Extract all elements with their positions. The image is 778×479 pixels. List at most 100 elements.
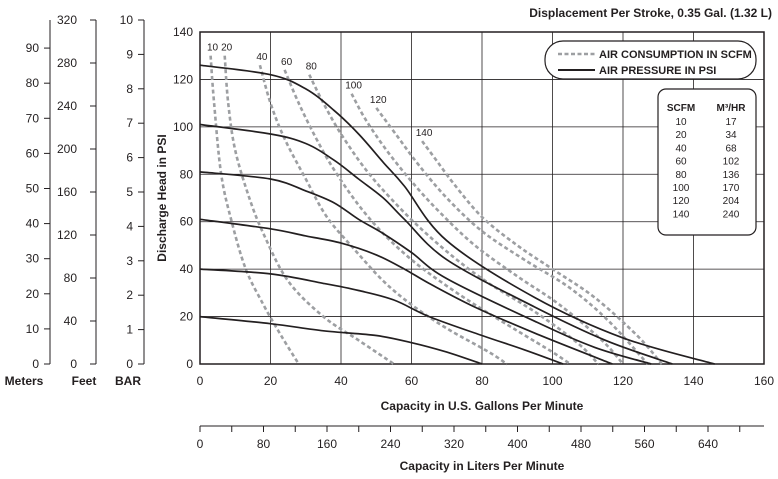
pressure-curve-2 [199, 171, 652, 365]
table-cell-m3hr: 240 [723, 209, 740, 220]
consumption-labels: 10 20 40 60 80 100 120 140 [207, 43, 433, 139]
bar-tick-label: 2 [126, 288, 133, 302]
feet-tick-label: 120 [57, 228, 77, 242]
pressure-curve-0 [199, 64, 715, 365]
liters-tick-label: 80 [257, 437, 271, 451]
consumption-label-140: 140 [416, 128, 433, 139]
consumption-curves [209, 55, 663, 366]
consumption-curve-60 [283, 69, 571, 366]
bar-tick-label: 8 [126, 82, 133, 96]
liters-tick-label: 480 [571, 437, 591, 451]
table-cell-scfm: 60 [675, 157, 687, 168]
x-axis-ticks: 0 20 40 60 80 100 120 140 160 [197, 374, 775, 388]
bar-tick-label: 5 [126, 185, 133, 199]
legend-consumption-label: AIR CONSUMPTION IN SCFM [599, 49, 752, 61]
x-tick-label: 80 [475, 374, 489, 388]
feet-tick-label: 80 [64, 271, 78, 285]
conversion-table-box [657, 88, 757, 236]
y-tick-label: 100 [173, 120, 193, 134]
table-cell-scfm: 10 [675, 117, 687, 128]
pressure-curve-1 [199, 123, 673, 365]
x-tick-label: 140 [683, 374, 703, 388]
meters-tick-label: 80 [26, 76, 40, 90]
x-axis-label: Capacity in U.S. Gallons Per Minute [381, 399, 584, 413]
consumption-label-60: 60 [281, 57, 293, 68]
y-axis-ticks: 0 20 40 60 80 100 120 140 [173, 25, 193, 371]
bar-tick-label: 6 [126, 151, 133, 165]
consumption-curve-100 [350, 93, 624, 365]
consumption-curve-40 [258, 64, 508, 366]
legend-pressure-label: AIR PRESSURE IN PSI [599, 65, 716, 77]
liters-tick-label: 160 [317, 437, 337, 451]
y-tick-label: 140 [173, 25, 193, 39]
consumption-label-120: 120 [370, 95, 387, 106]
feet-tick-label: 40 [64, 314, 78, 328]
table-cell-scfm: 140 [673, 209, 690, 220]
table-cell-m3hr: 204 [723, 196, 740, 207]
x-tick-label: 40 [334, 374, 348, 388]
table-cell-scfm: 20 [675, 130, 687, 141]
consumption-curve-10 [209, 55, 300, 365]
meters-tick-label: 90 [26, 41, 40, 55]
feet-tick-label: 280 [57, 56, 77, 70]
legend-box [544, 40, 757, 80]
consumption-label-20: 20 [221, 43, 233, 54]
consumption-curve-80 [308, 74, 600, 365]
pressure-curve-4 [199, 268, 564, 365]
liters-tick-label: 560 [634, 437, 654, 451]
meters-tick-label: 40 [26, 217, 40, 231]
feet-tick-label: 0 [70, 357, 77, 371]
meters-tick-label: 50 [26, 181, 40, 195]
liters-tick-label: 400 [507, 437, 527, 451]
liters-tick-label: 640 [698, 437, 718, 451]
bar-axis-label: BAR [115, 374, 141, 388]
table-cell-scfm: 80 [675, 170, 687, 181]
meters-axis-label: Meters [5, 374, 44, 388]
consumption-label-10: 10 [207, 43, 219, 54]
liters-axis-label: Capacity in Liters Per Minute [400, 459, 565, 473]
feet-axis-label: Feet [72, 374, 97, 388]
liters-tick-label: 0 [197, 437, 204, 451]
y-tick-label: 20 [180, 310, 194, 324]
bar-tick-label: 4 [126, 219, 133, 233]
consumption-curve-20 [223, 55, 395, 366]
feet-tick-label: 240 [57, 99, 77, 113]
pressure-curve-5 [199, 315, 483, 365]
y-tick-label: 120 [173, 72, 193, 86]
bar-tick-label: 0 [126, 357, 133, 371]
consumption-label-100: 100 [345, 81, 362, 92]
consumption-label-40: 40 [256, 52, 268, 63]
feet-axis: 0 40 80 120 160 200 240 280 320 Feet [57, 13, 97, 388]
feet-tick-label: 160 [57, 185, 77, 199]
table-cell-m3hr: 68 [725, 143, 737, 154]
secondary-y-axes: 012345678910BAR04080120160200240280320Fe… [5, 13, 145, 388]
y-tick-label: 0 [186, 357, 193, 371]
table-header-scfm: SCFM [667, 103, 695, 114]
consumption-curve-120 [375, 107, 649, 365]
table-cell-scfm: 40 [675, 143, 687, 154]
consumption-label-80: 80 [306, 62, 318, 73]
meters-axis: 0 10 20 30 40 50 60 70 80 90 Meters [5, 20, 51, 388]
liters-axis: 0 80 160 240 320 400 480 560 640 [197, 425, 764, 451]
bar-axis: 0 1 2 3 4 5 6 7 8 9 10 BAR [115, 13, 145, 388]
table-cell-m3hr: 17 [725, 117, 737, 128]
feet-tick-label: 320 [57, 13, 77, 27]
x-tick-label: 60 [405, 374, 419, 388]
meters-tick-label: 10 [26, 322, 40, 336]
x-tick-label: 100 [542, 374, 562, 388]
y-axis-label: Discharge Head in PSI [155, 134, 169, 261]
table-header-m3hr: M³/HR [717, 103, 747, 114]
liters-tick-label: 320 [444, 437, 464, 451]
x-tick-label: 120 [613, 374, 633, 388]
x-tick-label: 0 [197, 374, 204, 388]
pressure-curve-3 [199, 218, 613, 365]
table-cell-m3hr: 170 [723, 183, 740, 194]
feet-tick-label: 200 [57, 142, 77, 156]
conversion-table: SCFM M³/HR 10 17 20 34 40 68 60 102 80 136 100 170 120… [657, 88, 757, 236]
table-cell-scfm: 100 [673, 183, 690, 194]
meters-tick-label: 70 [26, 111, 40, 125]
table-cell-m3hr: 34 [725, 130, 737, 141]
bar-tick-label: 7 [126, 116, 133, 130]
bar-tick-label: 1 [126, 323, 133, 337]
